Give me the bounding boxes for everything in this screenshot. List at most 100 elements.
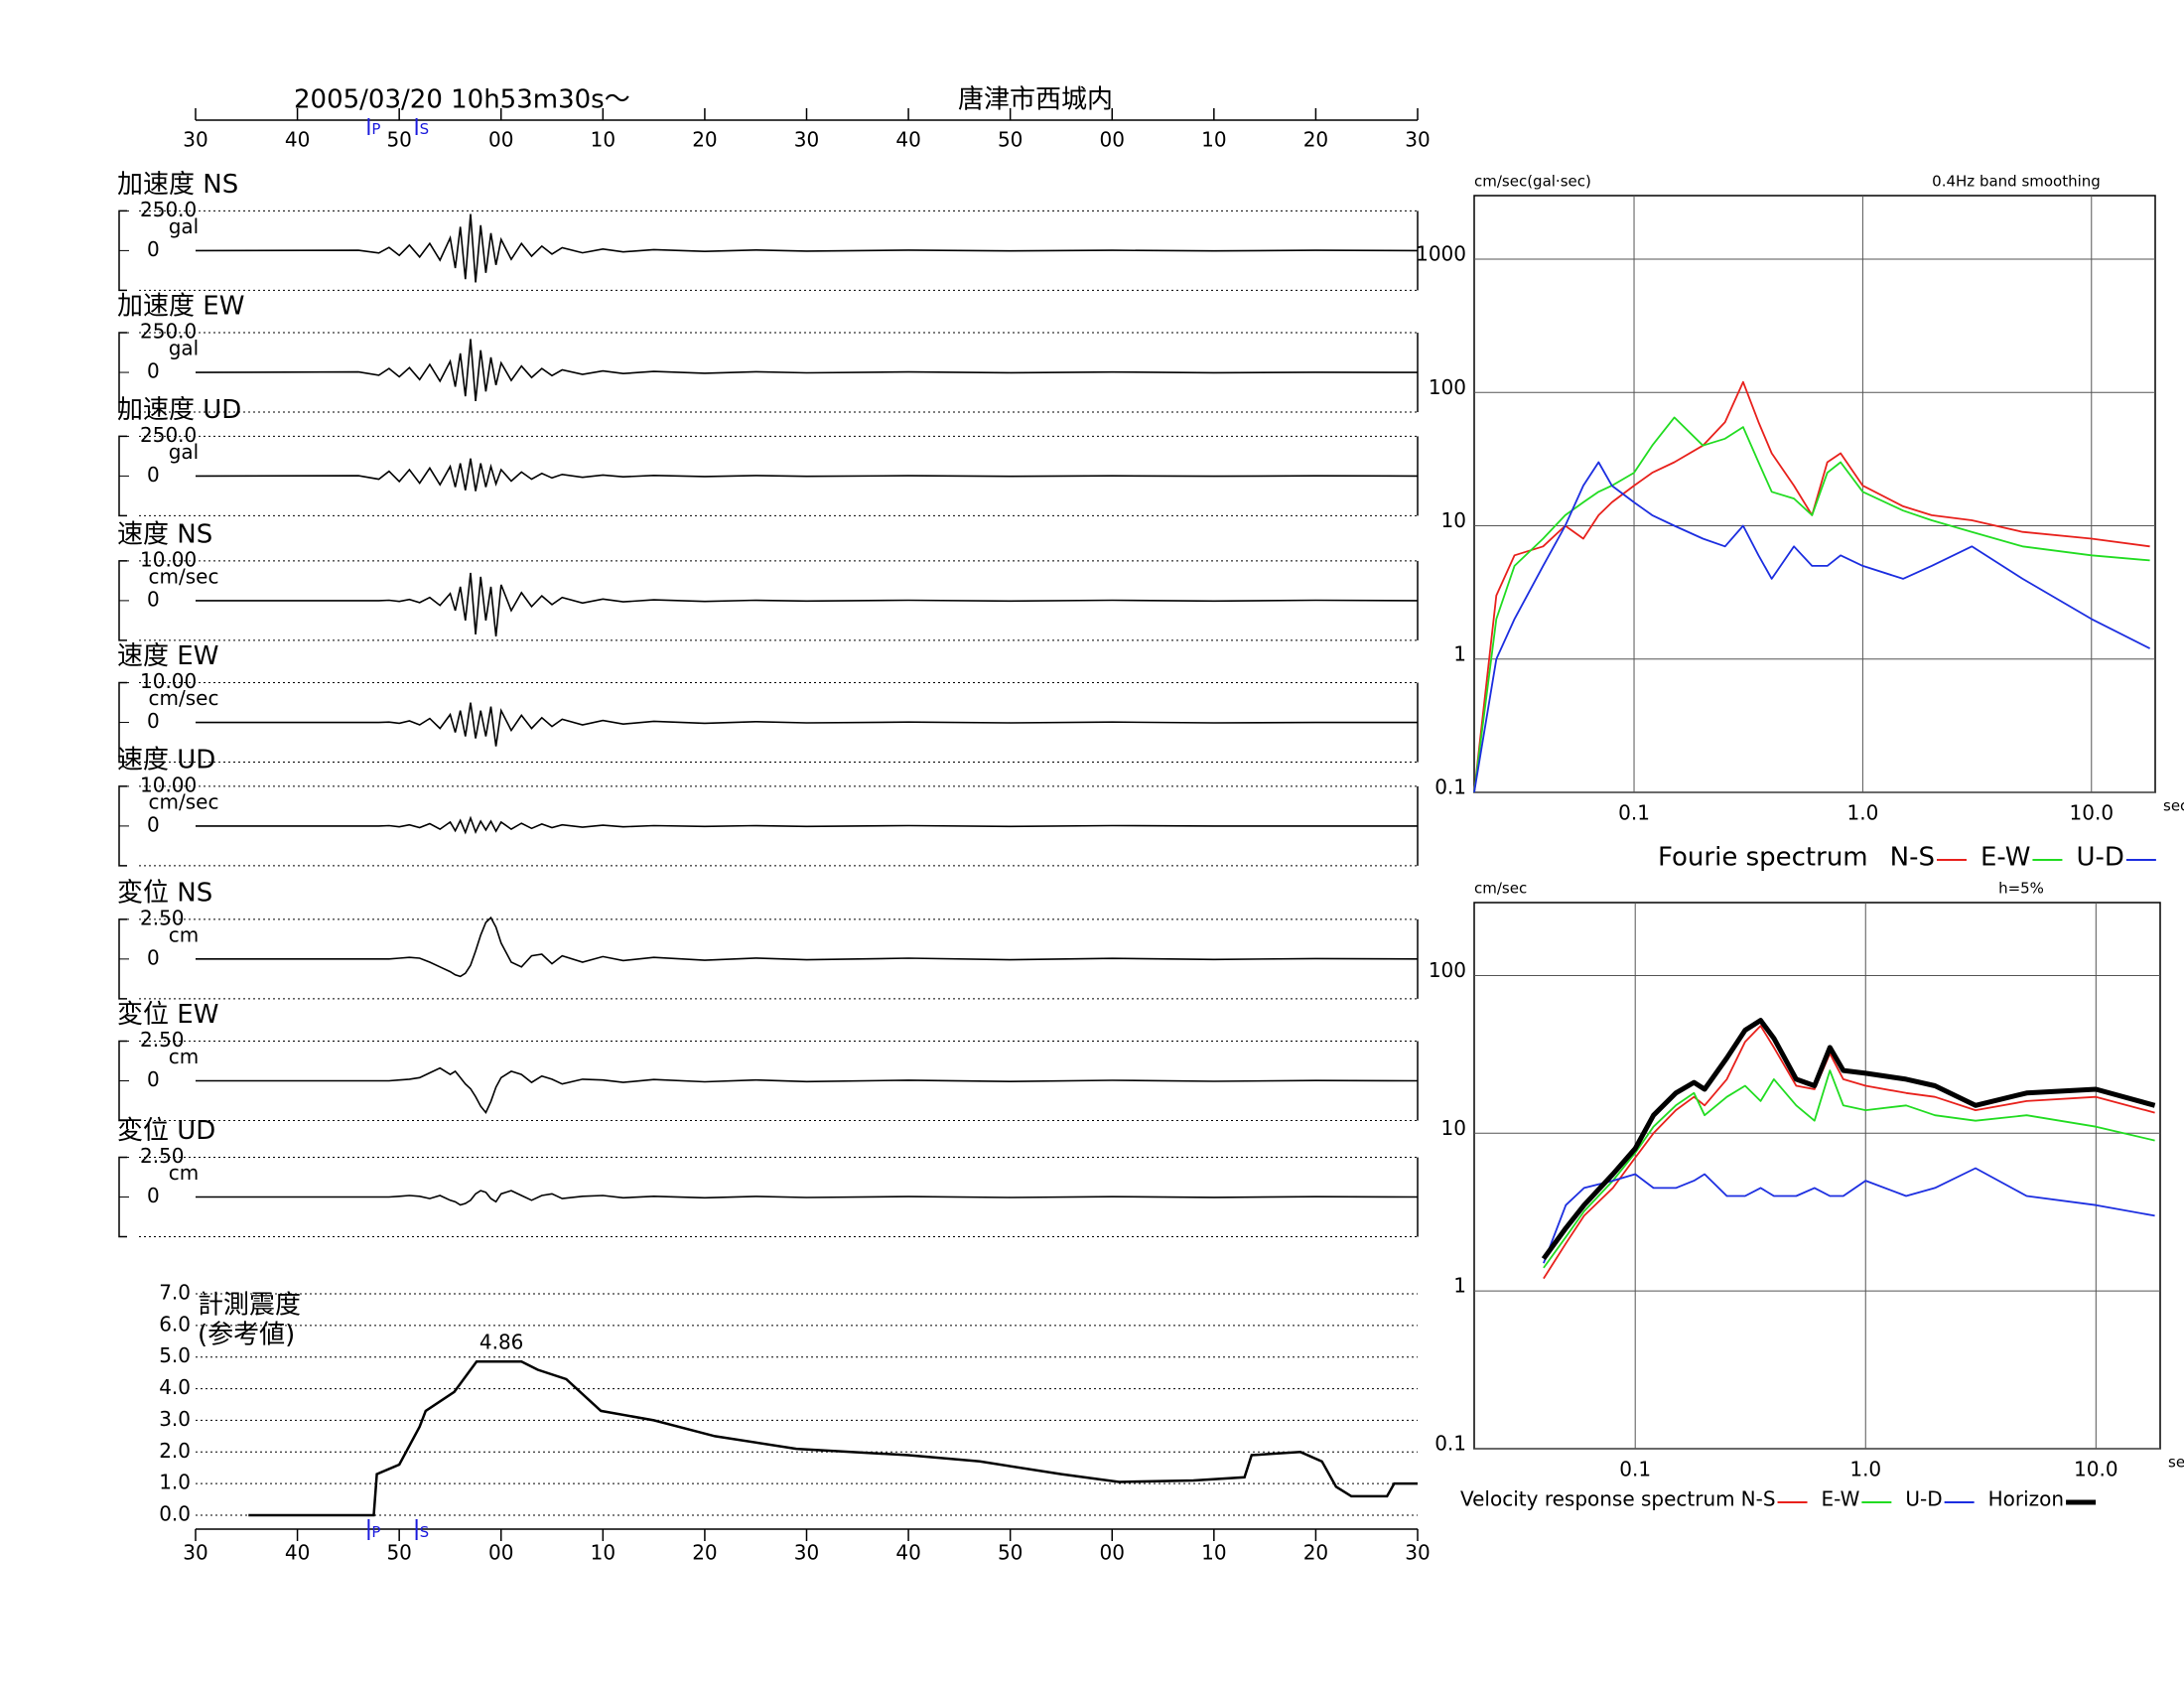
y-tick-label: 3.0 bbox=[159, 1407, 191, 1431]
legend-label: E-W bbox=[1980, 843, 2030, 873]
panel-title: 加速度 NS bbox=[117, 170, 238, 200]
intensity-subtitle: (参考値) bbox=[198, 1321, 295, 1350]
x-tick-label: 30 bbox=[794, 1541, 819, 1565]
x-tick-label: 20 bbox=[692, 1541, 717, 1565]
y-tick-label: 250.0 bbox=[140, 423, 197, 447]
y-axis-label: cm/sec(gal·sec) bbox=[1474, 173, 1591, 191]
x-tick-label: 20 bbox=[1303, 1541, 1328, 1565]
phase-label: P bbox=[371, 1523, 380, 1541]
y-tick-label: 0 bbox=[147, 945, 160, 969]
x-tick-label: 10 bbox=[591, 128, 615, 152]
station-name: 唐津市西城内 bbox=[958, 85, 1113, 115]
y-tick-label: 1 bbox=[1453, 1274, 1466, 1298]
y-tick-label: 2.0 bbox=[159, 1439, 191, 1463]
y-axis-label: cm/sec bbox=[1474, 880, 1527, 898]
y-tick-label: 0.1 bbox=[1434, 1432, 1466, 1456]
y-tick-label: 10.00 bbox=[140, 773, 197, 796]
legend-title: Velocity response spectrum bbox=[1460, 1487, 1735, 1511]
panel-title: 変位 EW bbox=[117, 1000, 218, 1030]
y-tick-label: 6.0 bbox=[159, 1312, 191, 1336]
x-axis-label: sec bbox=[2163, 797, 2184, 815]
x-tick-label: 50 bbox=[386, 128, 411, 152]
y-unit: cm/sec bbox=[149, 564, 219, 588]
y-tick-label: 250.0 bbox=[140, 320, 197, 344]
y-tick-label: 10 bbox=[1441, 508, 1466, 532]
x-tick-label: 30 bbox=[183, 128, 207, 152]
spectrum-line bbox=[1473, 380, 2150, 793]
y-tick-label: 10.00 bbox=[140, 547, 197, 571]
y-tick-label: 5.0 bbox=[159, 1343, 191, 1367]
x-tick-label: 30 bbox=[1405, 1541, 1430, 1565]
legend-label: Horizon bbox=[1988, 1487, 2064, 1511]
x-tick-label: 0.1 bbox=[1618, 801, 1650, 825]
panel-title: 変位 NS bbox=[117, 878, 212, 908]
y-tick-label: 100 bbox=[1429, 375, 1466, 399]
y-tick-label: 0 bbox=[147, 237, 160, 261]
y-tick-label: 0 bbox=[147, 359, 160, 383]
spectrum-line bbox=[1543, 1069, 2155, 1269]
y-unit: cm bbox=[169, 1045, 199, 1068]
panel-title: 加速度 EW bbox=[117, 292, 244, 322]
intensity-title: 計測震度 bbox=[198, 1291, 301, 1321]
legend-label: U-D bbox=[2076, 843, 2123, 873]
y-tick-label: 2.50 bbox=[140, 1028, 185, 1052]
y-unit: cm bbox=[169, 1161, 199, 1185]
y-tick-label: 0 bbox=[147, 812, 160, 836]
panel-title: 変位 UD bbox=[117, 1116, 215, 1146]
x-tick-label: 40 bbox=[285, 128, 310, 152]
spectrum-line bbox=[1543, 1167, 2155, 1264]
y-tick-label: 2.50 bbox=[140, 1144, 185, 1168]
y-unit: gal bbox=[169, 440, 200, 464]
x-tick-label: 10 bbox=[1201, 128, 1226, 152]
y-unit: gal bbox=[169, 337, 200, 360]
intensity-line bbox=[248, 1359, 1418, 1517]
x-tick-label: 30 bbox=[794, 128, 819, 152]
spectrum-line bbox=[1543, 1025, 2155, 1280]
chart-note: h=5% bbox=[1998, 880, 2044, 898]
panel-title: 加速度 UD bbox=[117, 395, 241, 425]
x-tick-label: 00 bbox=[488, 128, 513, 152]
spectrum-line bbox=[1473, 461, 2151, 793]
x-tick-label: 40 bbox=[895, 128, 920, 152]
x-tick-label: 20 bbox=[1303, 128, 1328, 152]
x-tick-label: 50 bbox=[998, 1541, 1023, 1565]
x-tick-label: 20 bbox=[692, 128, 717, 152]
y-tick-label: 0 bbox=[147, 463, 160, 487]
x-tick-label: 10 bbox=[1201, 1541, 1226, 1565]
chart-note: 0.4Hz band smoothing bbox=[1932, 173, 2101, 191]
y-tick-label: 0 bbox=[147, 1067, 160, 1091]
spectrum-line bbox=[1541, 1018, 2156, 1261]
phase-label: S bbox=[420, 120, 430, 138]
x-tick-label: 50 bbox=[386, 1541, 411, 1565]
y-tick-label: 100 bbox=[1429, 958, 1466, 982]
waveform bbox=[195, 458, 1419, 492]
spectrum-line bbox=[1473, 416, 2150, 793]
x-tick-label: 00 bbox=[1100, 1541, 1125, 1565]
x-axis-label: sec bbox=[2168, 1454, 2184, 1472]
y-tick-label: 10.00 bbox=[140, 669, 197, 693]
y-tick-label: 10 bbox=[1441, 1116, 1466, 1140]
phase-label: P bbox=[371, 120, 380, 138]
x-tick-label: 50 bbox=[998, 128, 1023, 152]
y-tick-label: 1000 bbox=[1416, 242, 1466, 266]
y-tick-label: 4.0 bbox=[159, 1375, 191, 1399]
y-tick-label: 250.0 bbox=[140, 198, 197, 221]
x-tick-label: 40 bbox=[285, 1541, 310, 1565]
waveform bbox=[196, 702, 1418, 747]
y-tick-label: 0.0 bbox=[159, 1502, 191, 1526]
y-tick-label: 0 bbox=[147, 709, 160, 733]
phase-label: S bbox=[420, 1523, 430, 1541]
legend-label: N-S bbox=[1890, 843, 1935, 873]
y-unit: cm/sec bbox=[149, 789, 219, 813]
panel-title: 速度 UD bbox=[117, 745, 215, 774]
waveform bbox=[196, 572, 1419, 636]
x-tick-label: 00 bbox=[488, 1541, 513, 1565]
legend-label: N-S bbox=[1741, 1487, 1776, 1511]
y-tick-label: 1 bbox=[1453, 641, 1466, 665]
plot-frame bbox=[1473, 195, 2156, 793]
x-tick-label: 1.0 bbox=[1849, 1458, 1881, 1481]
x-tick-label: 10 bbox=[591, 1541, 615, 1565]
plot-frame bbox=[1473, 902, 2161, 1450]
record-title: 2005/03/20 10h53m30s～ bbox=[294, 85, 630, 115]
